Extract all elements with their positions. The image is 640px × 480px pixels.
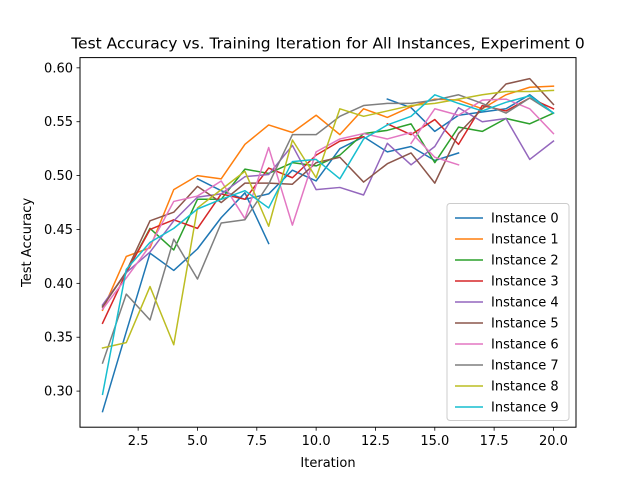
plot-area-frame	[79, 57, 577, 428]
legend-label-instance-3: Instance 3	[491, 275, 559, 290]
y-axis-ticks: 0.30 0.35 0.40 0.45 0.50 0.55 0.60	[44, 61, 80, 400]
x-tick-label: 17.5	[480, 434, 509, 449]
y-tick-label: 0.60	[44, 61, 73, 76]
x-tick-label: 20.0	[539, 434, 568, 449]
series-line-instance-3-segment-0	[101, 135, 365, 325]
x-tick-label: 10.0	[302, 434, 331, 449]
x-tick-label: 12.5	[361, 434, 390, 449]
x-tick-label: 5.0	[187, 434, 208, 449]
y-tick-label: 0.40	[44, 277, 73, 292]
y-tick-label: 0.35	[44, 331, 73, 346]
legend-label-instance-6: Instance 6	[491, 338, 559, 353]
y-tick-label: 0.50	[44, 169, 73, 184]
legend-label-instance-2: Instance 2	[491, 254, 559, 269]
series-line-instance-6-segment-1	[410, 98, 555, 145]
series-line-instance-9-segment-0	[101, 94, 555, 396]
legend-box	[446, 203, 570, 421]
y-tick-label: 0.30	[44, 385, 73, 400]
x-tick-label: 7.5	[246, 434, 267, 449]
series-line-instance-4-segment-0	[101, 106, 555, 306]
x-tick-label: 15.0	[420, 434, 449, 449]
x-tick-label: 2.5	[128, 434, 149, 449]
legend-label-instance-8: Instance 8	[491, 380, 559, 395]
chart-title: Test Accuracy vs. Training Iteration for…	[70, 35, 585, 53]
legend-label-instance-7: Instance 7	[491, 359, 559, 374]
series-line-instance-8-segment-0	[101, 89, 555, 349]
y-axis-title: Test Accuracy	[20, 198, 35, 288]
legend-label-instance-9: Instance 9	[491, 401, 559, 416]
legend-label-instance-5: Instance 5	[491, 317, 559, 332]
y-tick-label: 0.55	[44, 115, 73, 130]
x-axis-ticks: 2.5 5.0 7.5 10.0 12.5 15.0 17.5 20.0	[128, 427, 568, 449]
legend-label-instance-1: Instance 1	[491, 233, 559, 248]
x-axis-title: Iteration	[300, 456, 355, 471]
legend: Instance 0 Instance 1 Instance 2 Instance 3…	[446, 203, 570, 421]
series-line-instance-7-segment-0	[101, 94, 555, 365]
plot-series-lines	[101, 77, 555, 413]
series-line-instance-5-segment-0	[101, 77, 555, 309]
legend-label-instance-0: Instance 0	[491, 212, 559, 227]
legend-label-instance-4: Instance 4	[491, 296, 559, 311]
y-tick-label: 0.45	[44, 223, 73, 238]
